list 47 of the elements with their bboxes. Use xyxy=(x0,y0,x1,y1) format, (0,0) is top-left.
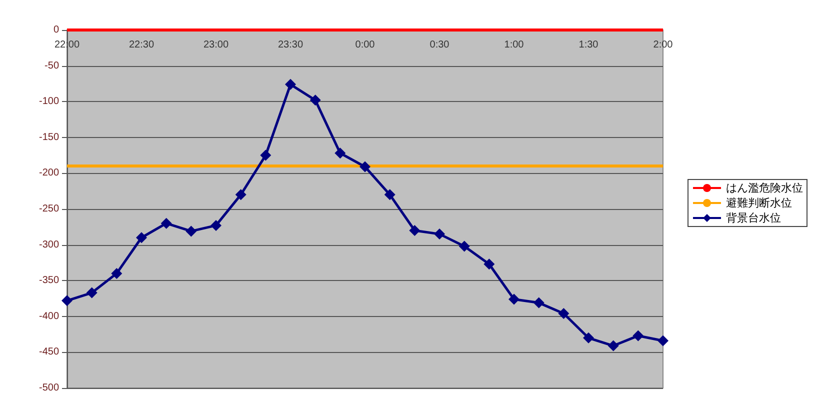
x-tick-label: 1:30 xyxy=(578,40,599,50)
point xyxy=(583,332,594,344)
y-tick-label: -500 xyxy=(38,382,60,394)
y-tick-label: -400 xyxy=(38,310,60,322)
x-tick-label: 1:00 xyxy=(504,40,524,50)
point xyxy=(136,232,147,244)
x-tick-label: 23:30 xyxy=(278,40,304,50)
y-tick-label: 0 xyxy=(53,24,60,36)
point xyxy=(484,258,495,270)
y-tick-label: -250 xyxy=(38,204,60,214)
point xyxy=(533,297,544,308)
y-tick-label: -450 xyxy=(38,346,60,358)
point xyxy=(658,335,668,346)
x-tick-label: 2:00 xyxy=(653,40,674,50)
y-tick-label: -350 xyxy=(38,275,60,286)
point xyxy=(285,78,296,90)
point xyxy=(111,268,122,279)
point xyxy=(160,218,172,229)
point xyxy=(62,295,72,306)
point xyxy=(334,148,346,159)
point xyxy=(434,228,445,240)
point xyxy=(458,240,470,252)
legend-label: 背景台水位 xyxy=(726,212,781,224)
point xyxy=(86,287,98,298)
y-tick-label: -200 xyxy=(38,168,60,179)
y-tick-label: -150 xyxy=(38,132,60,143)
point xyxy=(235,189,246,200)
y-tick-label: -300 xyxy=(38,239,60,250)
point xyxy=(360,161,370,172)
x-tick-label: 23:00 xyxy=(203,40,229,50)
point xyxy=(260,150,272,161)
point xyxy=(508,294,520,305)
point xyxy=(310,94,321,106)
x-tick-label: 0:30 xyxy=(430,40,450,50)
legend-label: はん濫危険水位 xyxy=(726,182,803,194)
x-tick-label: 22:30 xyxy=(128,40,154,50)
legend-label: 避難判断水位 xyxy=(726,196,792,210)
point xyxy=(210,220,222,231)
y-tick-label: -100 xyxy=(38,96,60,108)
x-tick-label: 0:00 xyxy=(355,40,376,50)
point xyxy=(384,189,396,200)
point xyxy=(558,308,570,320)
point xyxy=(608,340,619,352)
y-tick-label: -50 xyxy=(44,60,60,72)
point xyxy=(409,224,420,236)
point xyxy=(186,226,197,237)
point xyxy=(632,330,644,342)
